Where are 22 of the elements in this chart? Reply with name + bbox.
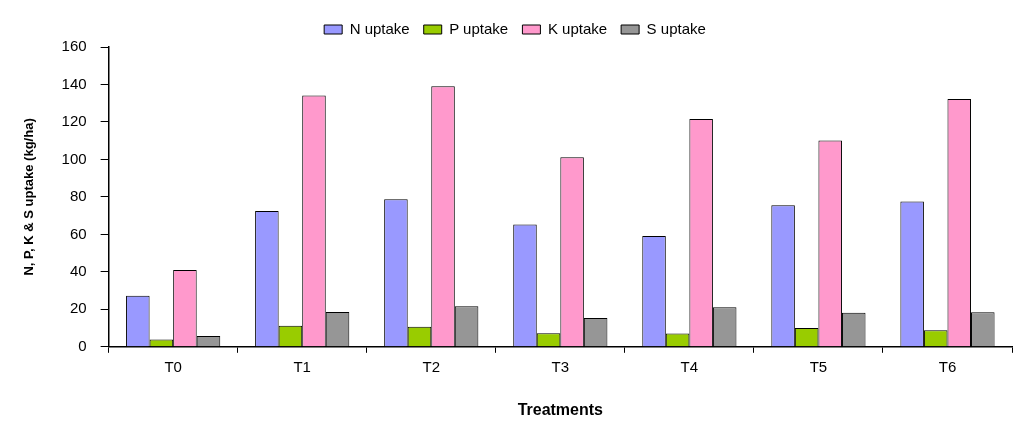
y-tick-label: 100 — [61, 149, 87, 167]
y-axis-title: N, P, K & S uptake (kg/ha) — [21, 118, 37, 276]
x-axis-title: Treatments — [517, 400, 604, 418]
x-tick-label: T3 — [551, 357, 570, 375]
y-tick-label: 120 — [61, 112, 87, 130]
y-tick-label: 80 — [69, 187, 87, 205]
y-tick-label: 60 — [69, 224, 87, 242]
y-tick-label: 20 — [69, 299, 87, 317]
x-tick-label: T1 — [293, 357, 311, 375]
x-tick-label: T4 — [680, 357, 699, 375]
legend-label: K uptake — [547, 19, 608, 37]
y-tick-label: 0 — [78, 336, 87, 354]
legend-label: P uptake — [449, 19, 509, 37]
y-tick-label: 140 — [61, 74, 87, 92]
y-tick-label: 40 — [69, 261, 87, 279]
x-tick-label: T2 — [422, 357, 441, 375]
legend-label: N uptake — [349, 19, 410, 37]
y-tick-label: 160 — [61, 37, 87, 55]
x-tick-label: T6 — [938, 357, 957, 375]
x-tick-label: T5 — [809, 357, 828, 375]
legend-label: S uptake — [646, 19, 706, 37]
x-tick-label: T0 — [164, 357, 182, 375]
